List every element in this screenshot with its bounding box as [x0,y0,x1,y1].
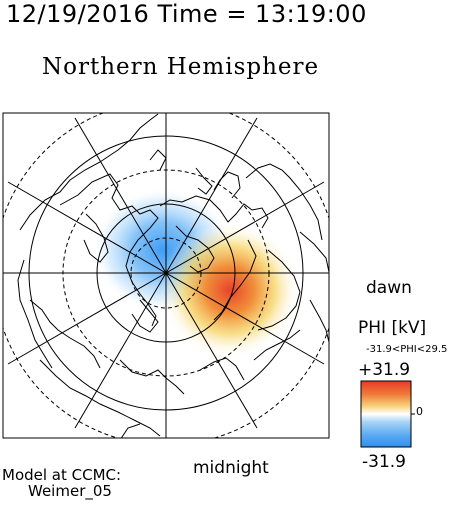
meridian-lines [3,113,329,438]
colorbar-max-label: +31.9 [358,360,411,380]
colorbar-zero-label: 0 [416,405,423,418]
colorbar-min-label: -31.9 [362,452,406,472]
colorbar-range: -31.9<PHI<29.5 [366,344,448,355]
hemisphere-title: Northern Hemisphere [42,54,320,80]
colorbar [360,380,415,448]
dawn-label: dawn [366,278,412,298]
midnight-label: midnight [193,458,269,478]
polar-map [2,112,330,439]
colorbar-gradient [360,380,412,448]
map-frame [2,112,330,439]
coastlines [17,113,329,438]
model-name: Weimer_05 [28,482,112,500]
model-label: Model at CCMC: [2,466,122,484]
date-time-title: 12/19/2016 Time = 13:19:00 [6,0,367,28]
colorbar-title: PHI [kV] [358,318,427,338]
